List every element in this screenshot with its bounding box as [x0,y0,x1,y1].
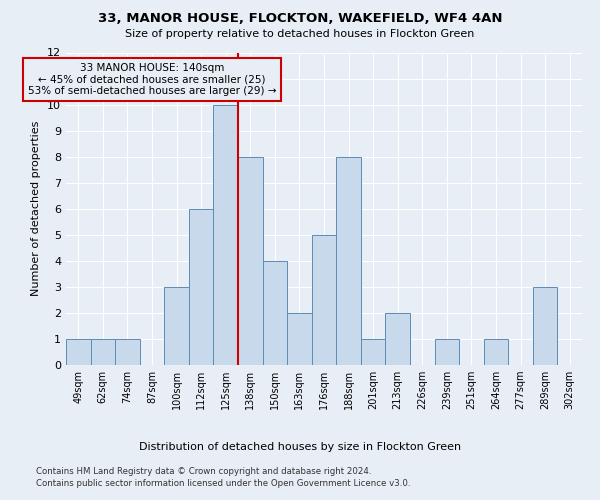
Bar [164,287,189,365]
Text: Contains HM Land Registry data © Crown copyright and database right 2024.: Contains HM Land Registry data © Crown c… [36,468,371,476]
Text: 33 MANOR HOUSE: 140sqm
← 45% of detached houses are smaller (25)
53% of semi-det: 33 MANOR HOUSE: 140sqm ← 45% of detached… [28,63,276,96]
Bar [484,339,508,365]
Bar [361,339,385,365]
Bar [66,339,91,365]
Bar [287,313,312,365]
Bar [115,339,140,365]
Text: Contains public sector information licensed under the Open Government Licence v3: Contains public sector information licen… [36,479,410,488]
Bar [312,235,336,365]
Bar [91,339,115,365]
Bar [263,261,287,365]
Bar [336,156,361,365]
Bar [434,339,459,365]
Text: 33, MANOR HOUSE, FLOCKTON, WAKEFIELD, WF4 4AN: 33, MANOR HOUSE, FLOCKTON, WAKEFIELD, WF… [98,12,502,26]
Bar [533,287,557,365]
Bar [189,209,214,365]
Bar [385,313,410,365]
Y-axis label: Number of detached properties: Number of detached properties [31,121,41,296]
Bar [238,156,263,365]
Text: Size of property relative to detached houses in Flockton Green: Size of property relative to detached ho… [125,29,475,39]
Text: Distribution of detached houses by size in Flockton Green: Distribution of detached houses by size … [139,442,461,452]
Bar [214,104,238,365]
